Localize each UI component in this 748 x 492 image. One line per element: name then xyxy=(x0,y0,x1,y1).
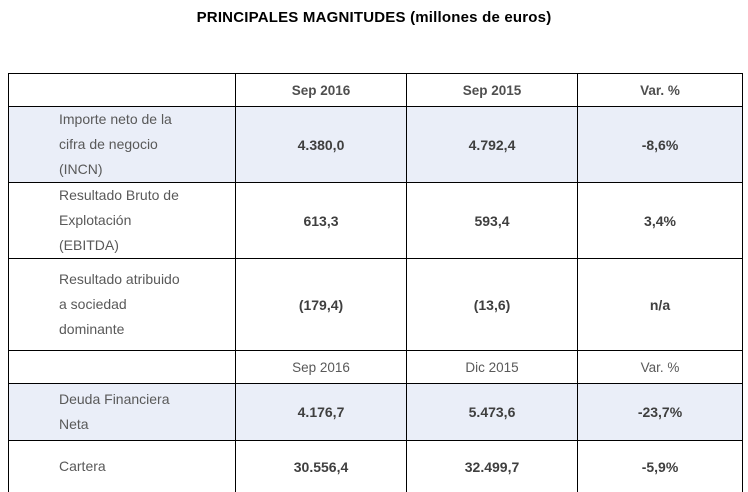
resultado-sep-2016-value: (179,4) xyxy=(235,258,407,351)
row-label-resultado-atribuido: Resultado atribuido a sociedad dominante xyxy=(8,258,236,351)
table-header-row-2: Sep 2016 Dic 2015 Var. % xyxy=(8,350,743,384)
row-label-deuda-financiera: Deuda Financiera Neta xyxy=(8,383,236,441)
incn-sep-2016-value: 4.380,0 xyxy=(235,106,407,183)
principales-magnitudes-table: Sep 2016 Sep 2015 Var. % Importe neto de… xyxy=(8,73,743,492)
ebitda-var-value: 3,4% xyxy=(577,182,743,259)
row-label-ebitda: Resultado Bruto de Explotación (EBITDA) xyxy=(8,182,236,259)
column-header2-dic-2015: Dic 2015 xyxy=(406,350,578,384)
row-label-cartera: Cartera xyxy=(8,440,236,492)
column-header-sep-2016: Sep 2016 xyxy=(235,73,407,107)
page-title: PRINCIPALES MAGNITUDES (millones de euro… xyxy=(196,9,552,26)
row-label-incn: Importe neto de la cifra de negocio (INC… xyxy=(8,106,236,183)
resultado-sep-2015-value: (13,6) xyxy=(406,258,578,351)
deuda-dic-2015-value: 5.473,6 xyxy=(406,383,578,441)
deuda-sep-2016-value: 4.176,7 xyxy=(235,383,407,441)
column-header2-var-pct: Var. % xyxy=(577,350,743,384)
incn-sep-2015-value: 4.792,4 xyxy=(406,106,578,183)
deuda-var-value: -23,7% xyxy=(577,383,743,441)
header2-empty-cell xyxy=(8,350,236,384)
column-header-sep-2015: Sep 2015 xyxy=(406,73,578,107)
table-row-deuda-financiera: Deuda Financiera Neta 4.176,7 5.473,6 -2… xyxy=(8,383,743,441)
table-row-cartera: Cartera 30.556,4 32.499,7 -5,9% xyxy=(8,440,743,492)
table-row-ebitda: Resultado Bruto de Explotación (EBITDA) … xyxy=(8,182,743,259)
resultado-var-value: n/a xyxy=(577,258,743,351)
header-empty-cell xyxy=(8,73,236,107)
ebitda-sep-2015-value: 593,4 xyxy=(406,182,578,259)
ebitda-sep-2016-value: 613,3 xyxy=(235,182,407,259)
cartera-dic-2015-value: 32.499,7 xyxy=(406,440,578,492)
table-row-resultado-atribuido: Resultado atribuido a sociedad dominante… xyxy=(8,258,743,351)
incn-var-value: -8,6% xyxy=(577,106,743,183)
column-header-var-pct: Var. % xyxy=(577,73,743,107)
table-row-incn: Importe neto de la cifra de negocio (INC… xyxy=(8,106,743,183)
table-header-row-1: Sep 2016 Sep 2015 Var. % xyxy=(8,73,743,107)
cartera-sep-2016-value: 30.556,4 xyxy=(235,440,407,492)
cartera-var-value: -5,9% xyxy=(577,440,743,492)
column-header2-sep-2016: Sep 2016 xyxy=(235,350,407,384)
